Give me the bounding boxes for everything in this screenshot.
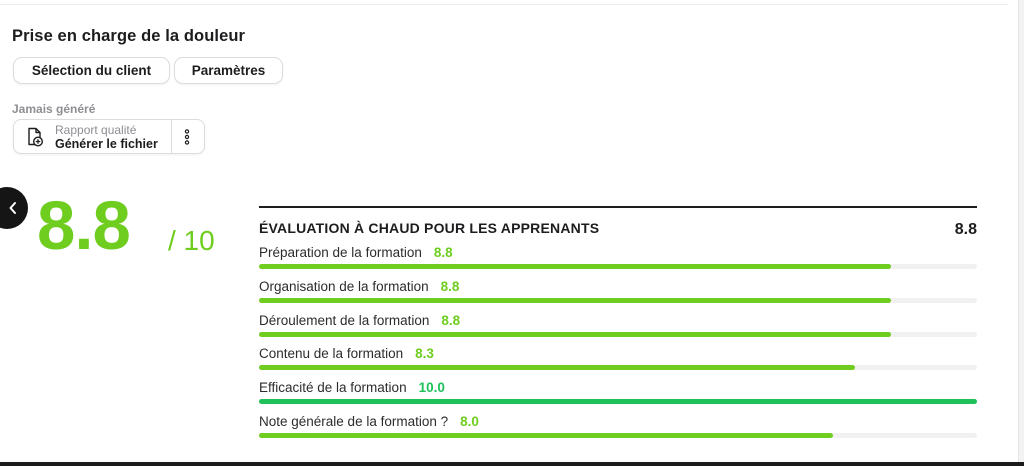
evaluation-title: ÉVALUATION À CHAUD POUR LES APPRENANTS <box>259 220 600 236</box>
score-out-of: / 10 <box>168 225 215 256</box>
bottom-border <box>0 462 1024 466</box>
score-bar-fill <box>259 297 891 303</box>
evaluation-row-label: Organisation de la formation 8.8 <box>259 279 459 294</box>
page-title: Prise en charge de la douleur <box>12 27 246 45</box>
overall-score: 8.8 <box>37 187 131 264</box>
criterion-name: Efficacité de la formation <box>259 380 407 396</box>
report-card: Rapport qualité Générer le fichier <box>13 119 205 154</box>
report-subtitle: Rapport qualité <box>55 123 137 137</box>
criterion-name: Déroulement de la formation <box>259 312 430 328</box>
back-button[interactable] <box>0 187 28 229</box>
criterion-score: 8.8 <box>433 245 453 260</box>
evaluation-row: Efficacité de la formation 10.0 <box>259 377 977 411</box>
evaluation-row: Note générale de la formation ? 8.0 <box>259 411 977 445</box>
evaluation-row: Préparation de la formation 8.8 <box>259 242 977 276</box>
evaluation-row: Organisation de la formation 8.8 <box>259 276 977 310</box>
score-bar-track <box>259 399 977 405</box>
score-bar-fill <box>259 264 891 269</box>
evaluation-row-label: Déroulement de la formation 8.8 <box>259 313 460 328</box>
criterion-name: Organisation de la formation <box>259 278 429 294</box>
criterion-name: Préparation de la formation <box>259 245 422 260</box>
evaluation-row: Déroulement de la formation 8.8 <box>259 310 977 344</box>
score-bar-fill <box>259 432 834 438</box>
report-status: Jamais généré <box>12 102 96 116</box>
criterion-score: 8.0 <box>460 413 479 429</box>
evaluation-row-label: Efficacité de la formation 10.0 <box>259 380 445 395</box>
card-divider <box>171 120 172 153</box>
parameters-button[interactable]: Paramètres <box>174 57 283 84</box>
score-bar-track <box>259 297 977 303</box>
criterion-score: 10.0 <box>418 380 445 396</box>
score-bar-fill <box>259 399 977 405</box>
evaluation-row-label: Préparation de la formation 8.8 <box>259 245 453 260</box>
score-bar-fill <box>259 331 891 337</box>
chevron-left-icon <box>9 202 16 214</box>
file-plus-icon <box>26 127 44 147</box>
score-bar-track <box>259 365 977 371</box>
criterion-score: 8.8 <box>440 278 460 294</box>
score-bar-track <box>259 432 977 438</box>
scrollbar[interactable] <box>1018 0 1024 466</box>
evaluation-total: 8.8 <box>954 221 977 238</box>
criterion-score: 8.3 <box>415 346 434 362</box>
top-divider <box>0 4 1008 5</box>
panel-divider <box>259 206 977 208</box>
score-bar-track <box>259 331 977 337</box>
evaluation-row-label: Contenu de la formation 8.3 <box>259 346 434 361</box>
score-bar-fill <box>259 365 855 371</box>
criterion-score: 8.8 <box>441 312 461 328</box>
evaluation-row: Contenu de la formation 8.3 <box>259 343 977 377</box>
more-vertical-icon[interactable] <box>180 127 194 147</box>
client-selection-button[interactable]: Sélection du client <box>13 57 170 84</box>
generate-file-link[interactable]: Générer le fichier <box>55 137 158 151</box>
criterion-name: Contenu de la formation <box>259 346 404 362</box>
criterion-name: Note générale de la formation ? <box>259 413 449 429</box>
score-bar-track <box>259 264 977 269</box>
evaluation-list: Préparation de la formation 8.8 Organisati… <box>259 242 977 445</box>
evaluation-row-label: Note générale de la formation ? 8.0 <box>259 414 479 429</box>
